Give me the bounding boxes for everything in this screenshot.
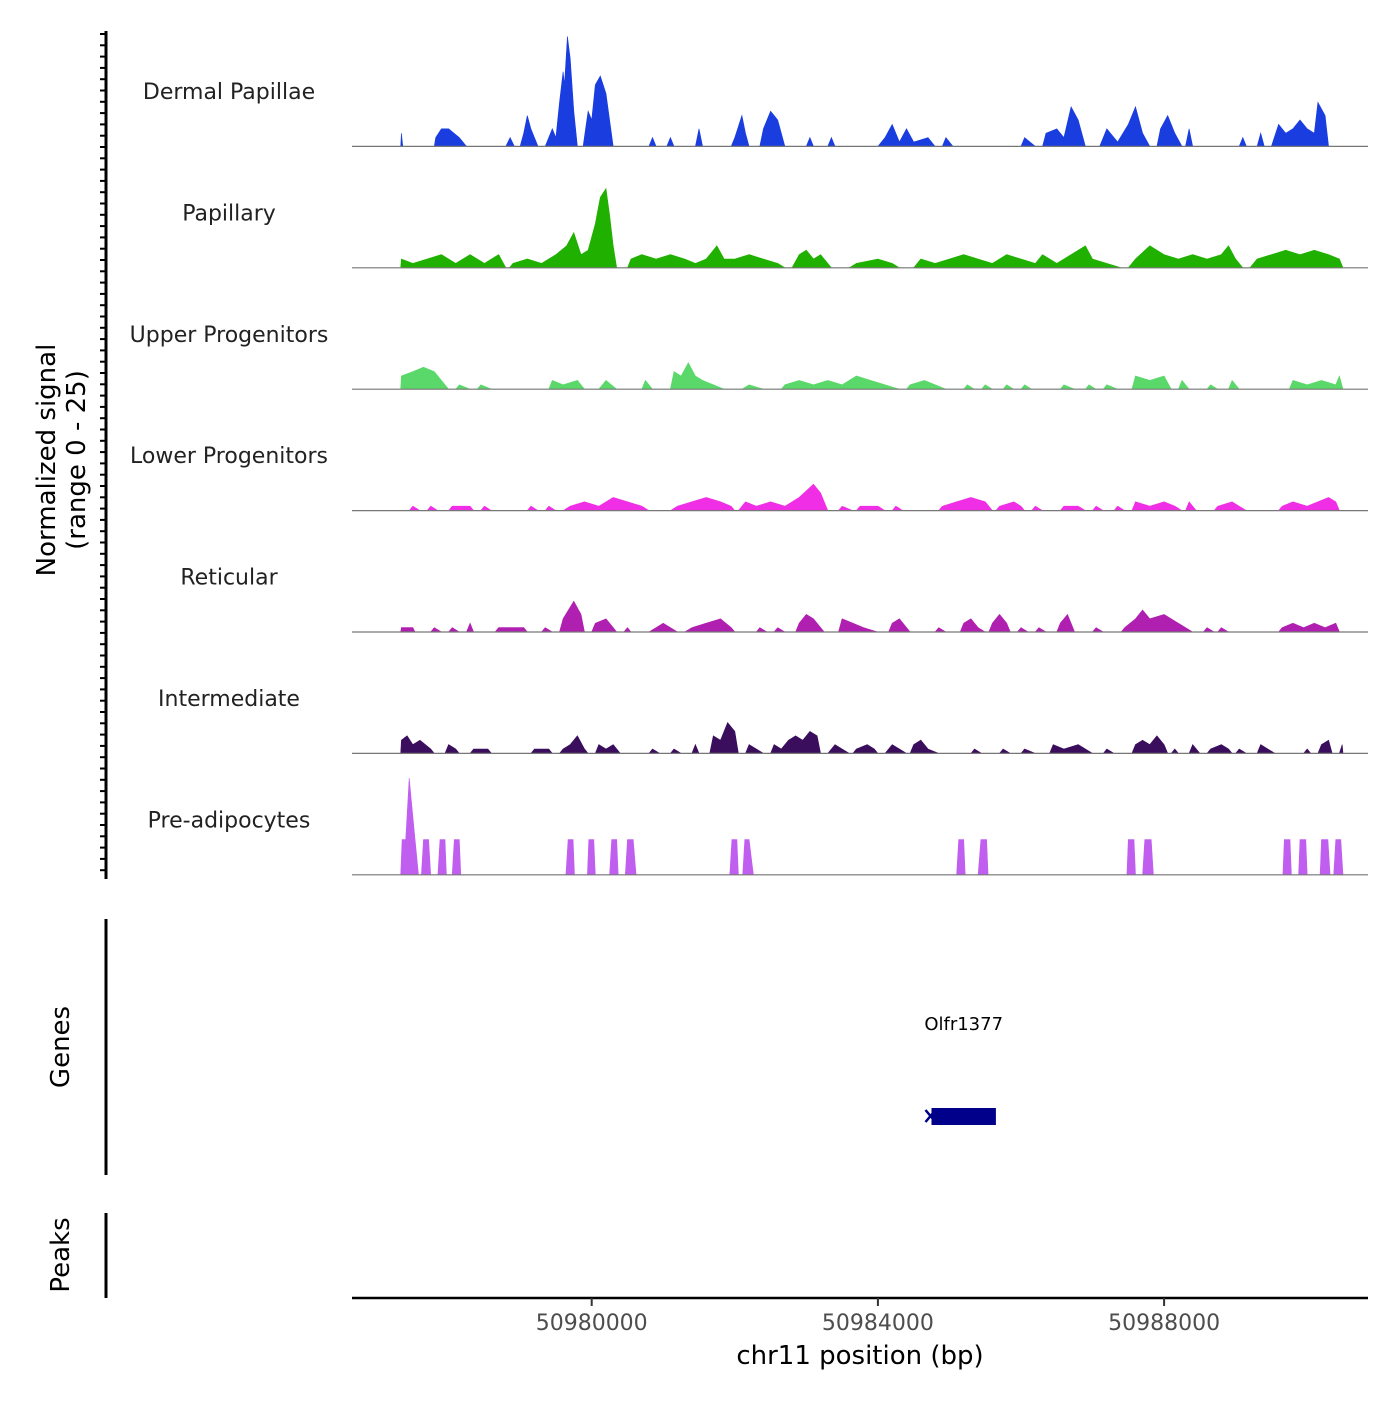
y-axis-title: Normalized signal (range 0 - 25) bbox=[32, 344, 92, 577]
track-pre-adipocytes: Pre-adipocytes bbox=[148, 777, 1368, 876]
signal-axis-ticks bbox=[100, 33, 106, 872]
track-intermediate: Intermediate bbox=[158, 687, 1368, 755]
y-axis-title-line1: Normalized signal bbox=[32, 344, 62, 577]
track-label: Pre-adipocytes bbox=[148, 808, 311, 833]
peaks-panel-label: Peaks bbox=[46, 1217, 76, 1292]
signal-tracks: Dermal Papillae Papillary Upper Progenitor… bbox=[130, 36, 1368, 876]
track-label: Reticular bbox=[180, 566, 278, 591]
y-axis-title-line2: (range 0 - 25) bbox=[62, 370, 92, 550]
track-reticular: Reticular bbox=[180, 566, 1368, 633]
gene-label: Olfr1377 bbox=[924, 1014, 1003, 1035]
track-upper-progenitors: Upper Progenitors bbox=[130, 323, 1368, 390]
x-axis-title: chr11 position (bp) bbox=[736, 1341, 983, 1371]
track-label: Upper Progenitors bbox=[130, 323, 329, 348]
coverage-area bbox=[400, 36, 1329, 147]
coverage-area bbox=[400, 722, 1344, 754]
coverage-area bbox=[408, 483, 1340, 511]
gene-olfr1377: Olfr1377 bbox=[924, 1014, 1003, 1125]
track-label: Papillary bbox=[182, 201, 276, 226]
track-label: Dermal Papillae bbox=[143, 80, 315, 105]
coverage-area bbox=[400, 777, 1344, 876]
track-label: Lower Progenitors bbox=[130, 444, 328, 469]
coverage-area bbox=[400, 600, 1340, 633]
genes-panel-label: Genes bbox=[46, 1006, 76, 1088]
track-lower-progenitors: Lower Progenitors bbox=[130, 444, 1368, 512]
track-papillary: Papillary bbox=[182, 187, 1368, 269]
x-axis-ticks: 50980000 50984000 50988000 bbox=[536, 1298, 1220, 1336]
strand-arrow-icon bbox=[924, 1109, 937, 1123]
x-tick-label: 50988000 bbox=[1108, 1311, 1220, 1336]
coverage-area bbox=[400, 362, 1344, 390]
x-tick-label: 50980000 bbox=[536, 1311, 648, 1336]
x-tick-label: 50984000 bbox=[822, 1311, 934, 1336]
track-label: Intermediate bbox=[158, 687, 300, 712]
track-dermal-papillae: Dermal Papillae bbox=[143, 36, 1368, 147]
gene-body bbox=[931, 1108, 996, 1125]
genes-track: Olfr1377 bbox=[924, 1014, 1003, 1125]
coverage-area bbox=[400, 187, 1344, 269]
